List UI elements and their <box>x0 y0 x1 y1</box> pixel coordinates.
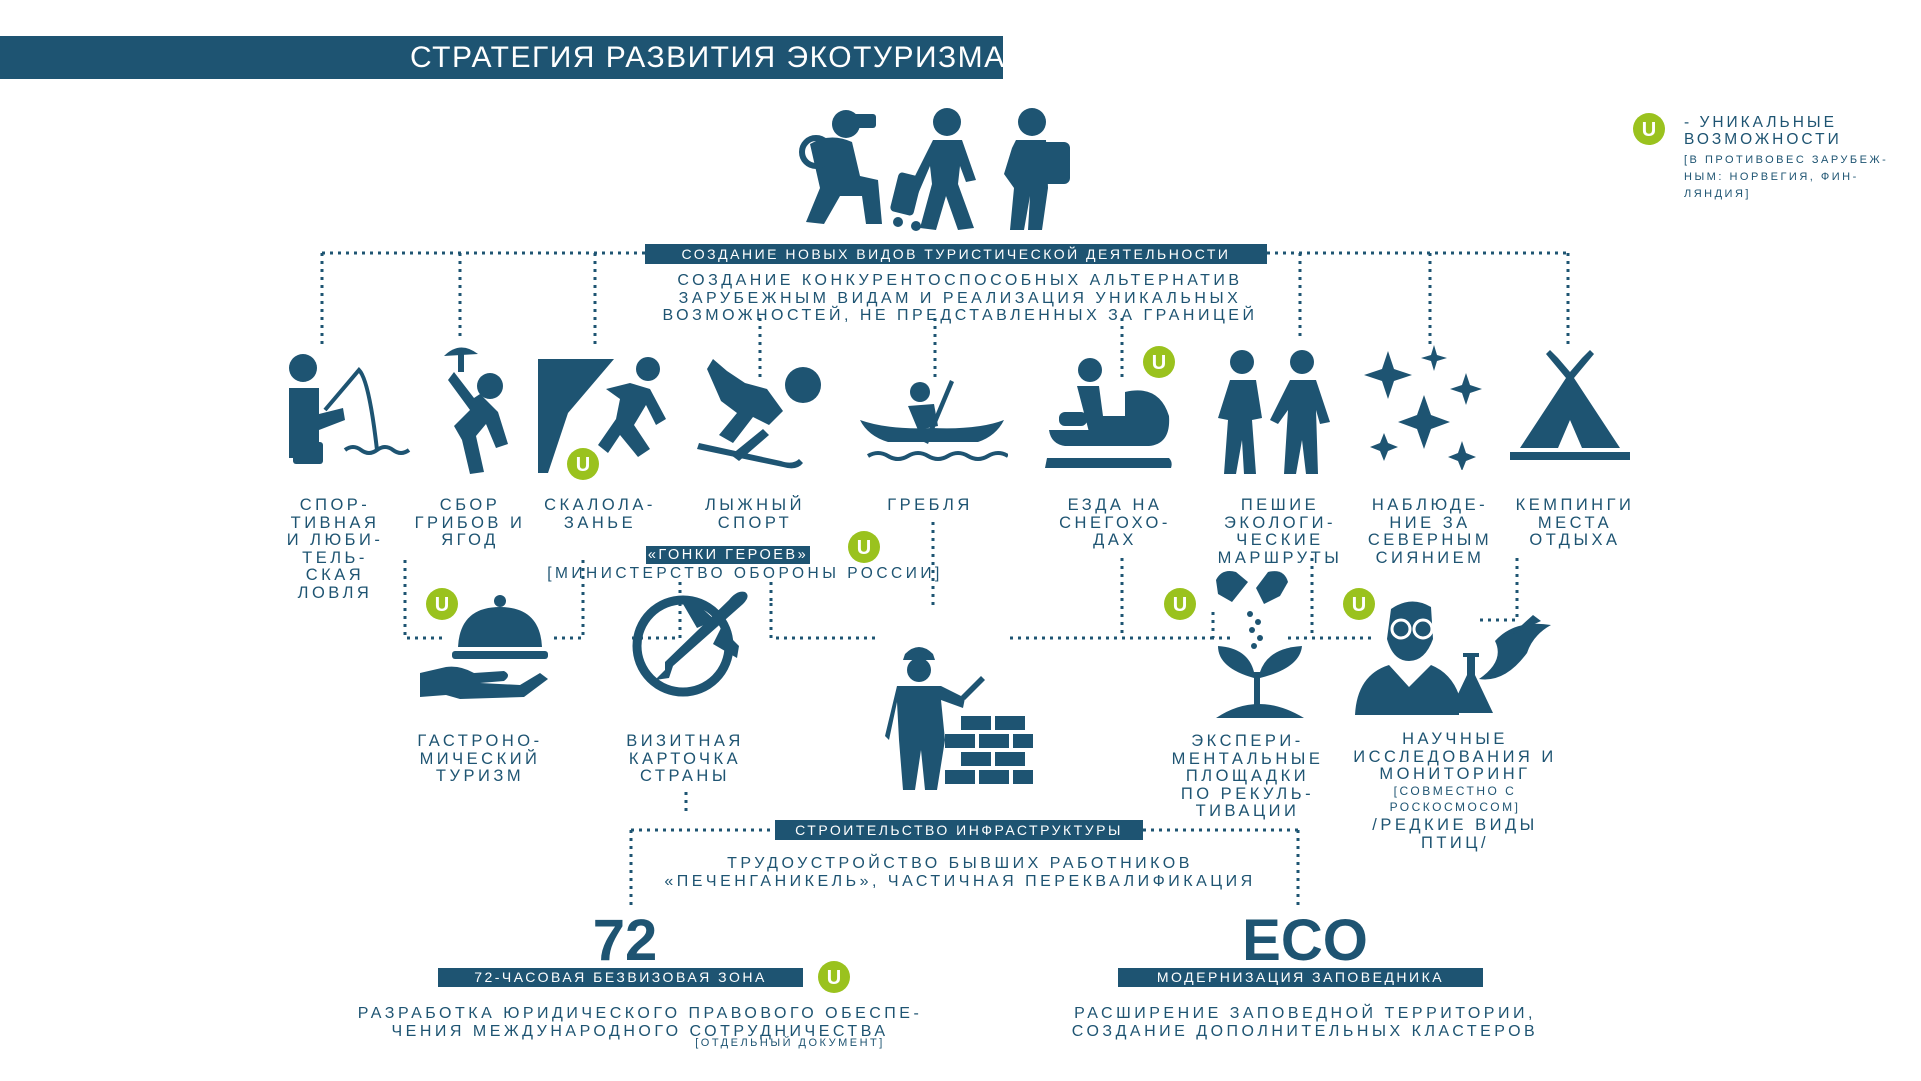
visa-note: [ОТДЕЛЬНЫЙ ДОКУМЕНТ] <box>695 1037 885 1049</box>
middle-label-country-card: ВИЗИТНАЯ КАРТОЧКА СТРАНЫ <box>626 732 744 785</box>
legend-text: - УНИКАЛЬНЫЕ ВОЗМОЖНОСТИ <box>1684 114 1842 148</box>
activity-label-fishing: СПОР- ТИВНАЯ И ЛЮБИ- ТЕЛЬ- СКАЯ ЛОВЛЯ <box>286 496 384 602</box>
activity-label-camping: КЕМПИНГИ МЕСТА ОТДЫХА <box>1515 496 1635 549</box>
tourism-types-heading: СОЗДАНИЕ НОВЫХ ВИДОВ ТУРИСТИЧЕСКОЙ ДЕЯТЕ… <box>645 244 1267 264</box>
tourists-icon <box>799 108 1070 231</box>
activity-label-skiing: ЛЫЖНЫЙ СПОРТ <box>704 496 806 532</box>
fishing-icon <box>289 354 411 464</box>
activity-label-northern-lights: НАБЛЮДЕ- НИЕ ЗА СЕВЕРНЫМ СИЯНИЕМ <box>1367 496 1493 567</box>
scientist-icon <box>1355 601 1551 715</box>
title-bar <box>0 36 1003 79</box>
unique-marker-icon: U <box>1633 113 1665 145</box>
unique-marker-letter: U <box>1642 119 1656 141</box>
builder-icon <box>885 647 1033 790</box>
svg-text:U: U <box>435 594 449 616</box>
eco-description: РАСШИРЕНИЕ ЗАПОВЕДНОЙ ТЕРРИТОРИИ, СОЗДАН… <box>1071 1005 1539 1040</box>
eco-title: ECO <box>1242 908 1368 973</box>
tent-icon <box>1510 350 1630 460</box>
svg-text:U: U <box>1152 352 1166 374</box>
activity-label-climbing: СКАЛОЛА- ЗАНЬЕ <box>544 496 656 532</box>
infrastructure-heading: СТРОИТЕЛЬСТВО ИНФРАСТРУКТУРЫ <box>775 820 1143 840</box>
activity-label-mushrooms: СБОР ГРИБОВ И ЯГОД <box>414 496 526 549</box>
heroes-race-band: «ГОНКИ ГЕРОЕВ» <box>646 546 810 564</box>
skiing-icon <box>697 359 821 469</box>
middle-label-recultivation: ЭКСПЕРИ- МЕНТАЛЬНЫЕ ПЛОЩАДКИ ПО РЕКУЛЬ- … <box>1171 732 1324 820</box>
unique-badge-recultivation: U <box>1164 588 1196 620</box>
climbing-icon <box>538 357 666 473</box>
plane-globe-icon <box>632 591 748 697</box>
activity-label-hiking: ПЕШИЕ ЭКОЛОГИ- ЧЕСКИЕ МАРШРУТЫ <box>1217 496 1343 567</box>
visa-heading: 72-ЧАСОВАЯ БЕЗВИЗОВАЯ ЗОНА <box>438 968 803 987</box>
unique-badge-research: U <box>1343 588 1375 620</box>
svg-text:U: U <box>857 537 871 559</box>
activity-label-rowing: ГРЕБЛЯ <box>887 496 973 514</box>
unique-badge-gastronomy: U <box>426 588 458 620</box>
unique-badge-snowmobile: U <box>1143 346 1175 378</box>
heroes-race-subtitle: [МИНИСТЕРСТВО ОБОРОНЫ РОССИИ] <box>547 565 943 582</box>
legend-note: [В ПРОТИВОВЕС ЗАРУБЕЖ- НЫМ: НОРВЕГИЯ, ФИ… <box>1684 154 1889 200</box>
middle-research-note: [СОВМЕСТНО С РОСКОСМОСОМ] <box>1389 784 1521 814</box>
infrastructure-description: ТРУДОУСТРОЙСТВО БЫВШИХ РАБОТНИКОВ «ПЕЧЕН… <box>664 855 1256 890</box>
mushroom-picking-icon <box>444 347 508 474</box>
unique-badge-visa: U <box>818 961 850 993</box>
recultivation-icon <box>1216 571 1304 718</box>
eco-heading: МОДЕРНИЗАЦИЯ ЗАПОВЕДНИКА <box>1118 968 1483 987</box>
middle-label-gastronomy: ГАСТРОНО- МИЧЕСКИЙ ТУРИЗМ <box>417 732 543 785</box>
svg-text:U: U <box>827 967 841 989</box>
svg-text:U: U <box>576 454 590 476</box>
middle-label-research: НАУЧНЫЕ ИССЛЕДОВАНИЯ И МОНИТОРИНГ <box>1353 730 1557 783</box>
northern-lights-icon <box>1364 345 1482 470</box>
unique-badge-heroes: U <box>848 531 880 563</box>
page-title: СТРАТЕГИЯ РАЗВИТИЯ ЭКОТУРИЗМА <box>410 41 1006 74</box>
svg-text:U: U <box>1352 594 1366 616</box>
hiking-icon <box>1218 350 1330 474</box>
snowmobile-icon <box>1045 358 1172 468</box>
svg-text:U: U <box>1173 594 1187 616</box>
tourism-types-description: СОЗДАНИЕ КОНКУРЕНТОСПОСОБНЫХ АЛЬТЕРНАТИВ… <box>662 272 1258 324</box>
visa-number: 72 <box>592 908 658 973</box>
unique-badge-climbing: U <box>567 448 599 480</box>
rowing-icon <box>860 380 1008 461</box>
gastronomy-icon <box>420 595 548 699</box>
middle-research-extra: /РЕДКИЕ ВИДЫ ПТИЦ/ <box>1372 816 1538 852</box>
visa-description: РАЗРАБОТКА ЮРИДИЧЕСКОГО ПРАВОВОГО ОБЕСПЕ… <box>357 1005 923 1040</box>
activity-label-snowmobile: ЕЗДА НА СНЕГОХО- ДАХ <box>1059 496 1171 549</box>
